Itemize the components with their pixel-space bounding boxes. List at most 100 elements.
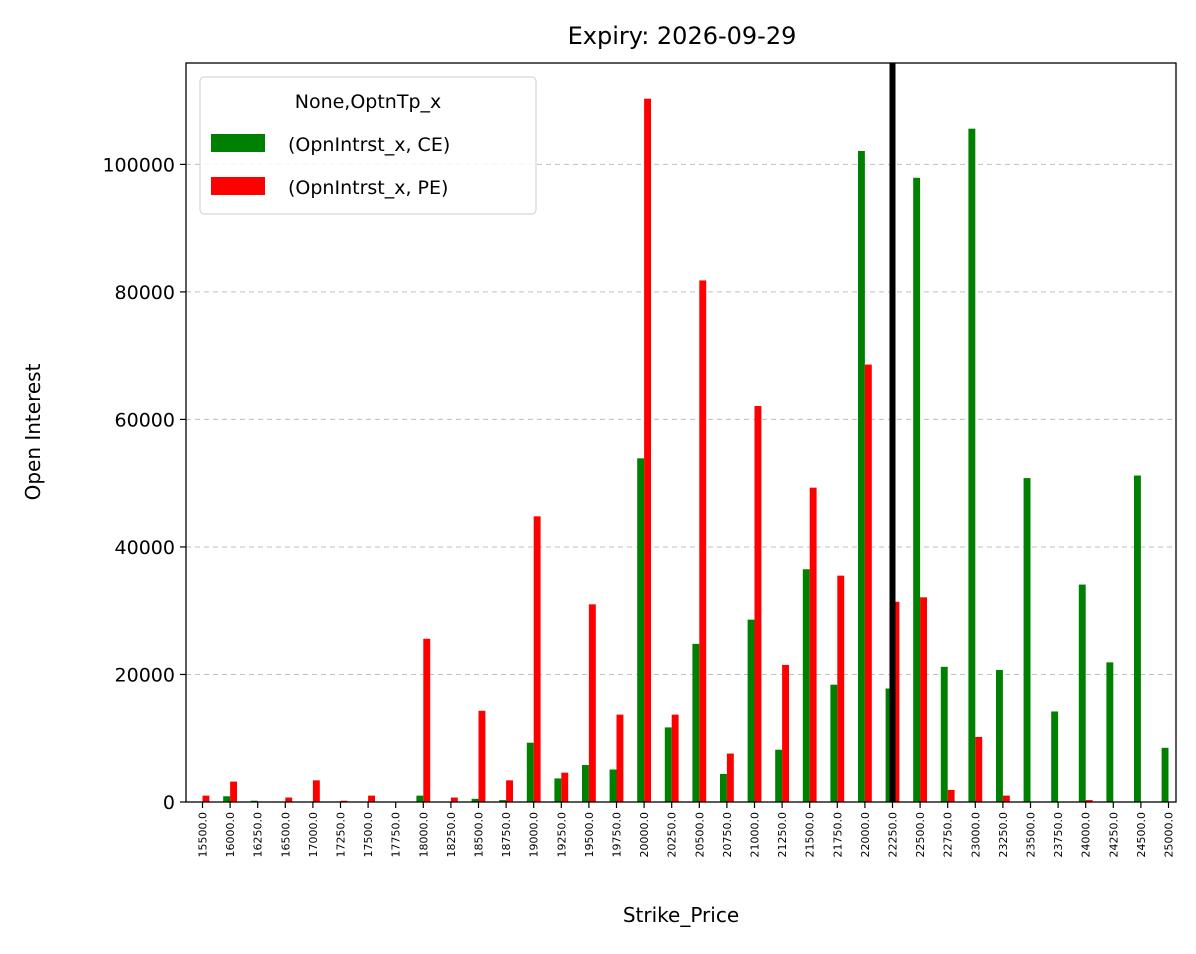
bar-ce <box>637 458 645 802</box>
x-tick-label: 18500.0 <box>473 812 486 858</box>
bar-pe <box>561 772 569 802</box>
bar-pe <box>478 710 486 802</box>
gridlines <box>186 163 1176 675</box>
bar-pe <box>837 575 845 802</box>
legend-label-pe: (OpnIntrst_x, PE) <box>288 177 448 199</box>
x-tick-label: 17000.0 <box>307 812 320 858</box>
bar-ce <box>830 684 838 802</box>
x-tick-label: 20500.0 <box>693 812 706 858</box>
bar-ce <box>1023 478 1031 802</box>
x-tick-label: 17750.0 <box>390 812 403 858</box>
bar-pe <box>202 795 210 802</box>
x-tick-label: 18000.0 <box>417 812 430 858</box>
bar-ce <box>913 177 921 802</box>
bars <box>202 98 1169 803</box>
bar-pe <box>892 601 900 802</box>
x-tick-label: 20250.0 <box>666 812 679 858</box>
bar-pe <box>864 364 872 802</box>
bar-pe <box>726 753 734 802</box>
x-tick-label: 21250.0 <box>776 812 789 858</box>
bar-pe <box>450 797 458 802</box>
x-tick-label: 20000.0 <box>638 812 651 858</box>
y-tick-label: 80000 <box>115 282 175 304</box>
bar-pe <box>699 280 707 802</box>
x-tick-label: 16500.0 <box>279 812 292 858</box>
x-tick-label: 17500.0 <box>362 812 375 858</box>
x-tick-label: 24000.0 <box>1080 812 1093 858</box>
x-tick-label: 19000.0 <box>528 812 541 858</box>
x-tick-label: 23000.0 <box>969 812 982 858</box>
x-tick-label: 19250.0 <box>555 812 568 858</box>
y-tick-label: 40000 <box>115 537 175 559</box>
bar-ce <box>416 795 424 802</box>
bar-ce <box>1051 711 1059 802</box>
bar-ce <box>471 798 479 802</box>
x-tick-label: 23250.0 <box>997 812 1010 858</box>
bar-ce <box>1161 747 1169 802</box>
bar-pe <box>671 714 679 802</box>
bar-ce <box>609 769 617 802</box>
x-axis-label: Strike_Price <box>623 903 739 927</box>
x-tick-label: 25000.0 <box>1163 812 1176 858</box>
bar-pe <box>809 487 817 802</box>
bar-ce <box>968 128 976 803</box>
bar-pe <box>285 797 293 802</box>
bar-pe <box>1085 800 1093 802</box>
plot-area-frame <box>185 62 1177 803</box>
x-tick-label: 21750.0 <box>831 812 844 858</box>
bar-pe <box>533 516 541 802</box>
x-tick-label: 16000.0 <box>224 812 237 858</box>
bar-ce <box>775 749 783 802</box>
y-tick-label: 0 <box>163 792 175 814</box>
bar-pe <box>782 664 789 802</box>
bar-pe <box>616 714 624 802</box>
x-tick-label: 21500.0 <box>804 812 817 858</box>
x-tick-label: 18250.0 <box>445 812 458 858</box>
y-axis-label: Open Interest <box>21 363 45 500</box>
bar-pe <box>920 597 927 802</box>
x-tick-label: 22750.0 <box>942 812 955 858</box>
bar-ce <box>858 150 865 802</box>
bar-ce <box>802 569 810 802</box>
x-tick-label: 22250.0 <box>887 812 900 858</box>
x-tick-label: 17250.0 <box>335 812 348 858</box>
bar-pe <box>312 780 320 802</box>
legend-label-ce: (OpnIntrst_x, CE) <box>288 134 450 156</box>
bar-ce <box>996 670 1003 802</box>
bar-pe <box>644 98 651 802</box>
x-tick-label: 23500.0 <box>1025 812 1038 858</box>
y-tick-label: 100000 <box>102 154 175 176</box>
x-tick-label: 20750.0 <box>721 812 734 858</box>
legend-swatch-pe <box>211 177 265 195</box>
y-axis-ticks: 0 20000 40000 60000 80000 100000 <box>102 154 186 814</box>
x-tick-label: 22500.0 <box>914 812 927 858</box>
bar-ce <box>664 727 672 802</box>
legend-box <box>199 76 537 215</box>
chart-title: Expiry: 2026-09-29 <box>568 22 797 50</box>
legend-swatch-ce <box>211 134 265 152</box>
bar-pe <box>947 789 955 802</box>
x-tick-label: 23750.0 <box>1052 812 1065 858</box>
x-tick-label: 19500.0 <box>583 812 596 858</box>
x-axis-ticks: 15500.0 16000.0 16250.0 16500.0 17000.0 17250… <box>197 802 1176 858</box>
bar-ce <box>1106 662 1114 802</box>
bar-ce <box>499 800 507 802</box>
bar-ce <box>720 773 727 802</box>
bar-ce <box>1078 584 1086 802</box>
y-tick-label: 20000 <box>115 664 175 686</box>
bar-ce <box>692 643 700 802</box>
bar-pe <box>754 406 762 802</box>
legend-title: None,OptnTp_x <box>295 91 442 113</box>
bar-pe <box>1002 795 1010 802</box>
bar-pe <box>975 736 983 802</box>
x-tick-label: 18750.0 <box>500 812 513 858</box>
bar-pe <box>588 604 596 802</box>
x-tick-label: 19750.0 <box>611 812 624 858</box>
x-tick-label: 24250.0 <box>1107 812 1120 858</box>
bar-pe <box>506 780 513 802</box>
bar-pe <box>368 795 375 802</box>
bar-ce <box>1134 475 1141 802</box>
bar-ce <box>940 666 948 802</box>
